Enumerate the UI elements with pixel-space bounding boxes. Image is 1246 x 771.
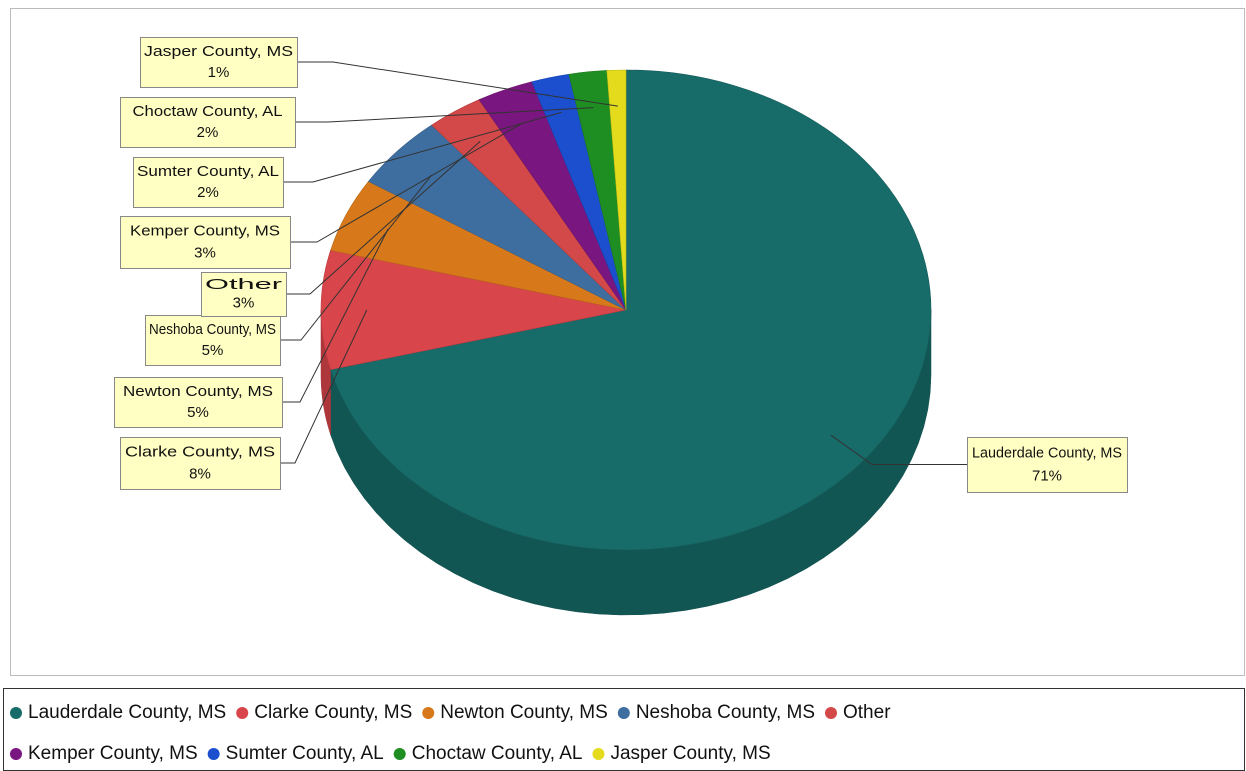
leader-line: [286, 140, 481, 295]
legend-marker: [825, 707, 837, 719]
legend-marker: [393, 748, 406, 760]
label-value: 71%: [1032, 468, 1062, 485]
label-name: Jasper County, MS: [144, 43, 293, 60]
label-value: 2%: [197, 124, 219, 141]
label-value: 2%: [197, 184, 219, 201]
leader-line: [297, 61, 618, 107]
label-name: Newton County, MS: [123, 383, 273, 400]
legend-label: Neshoba County, MS: [636, 702, 815, 723]
leader-line: [830, 434, 967, 465]
legend-label: Newton County, MS: [440, 702, 608, 723]
label-value: 8%: [189, 465, 211, 482]
legend-label: Choctaw County, AL: [412, 743, 583, 764]
label-box: [140, 37, 298, 88]
label-box: [967, 437, 1128, 493]
label-value: 1%: [208, 64, 230, 81]
label-value: 3%: [194, 244, 216, 261]
label-box: [120, 437, 281, 490]
legend-marker: [10, 707, 22, 719]
legend-marker: [422, 707, 435, 719]
label-box: [201, 272, 287, 317]
label-value: 5%: [202, 342, 224, 359]
label-name: Choctaw County, AL: [133, 103, 283, 120]
legend-marker: [592, 748, 605, 760]
label-value: 3%: [233, 295, 255, 312]
legend-label: Other: [843, 702, 891, 723]
label-name: Kemper County, MS: [130, 223, 280, 240]
label-name: Lauderdale County, MS: [972, 444, 1122, 461]
leader-line: [290, 122, 524, 243]
label-name: Neshoba County, MS: [149, 321, 276, 338]
slice: [330, 69, 932, 551]
legend-marker: [236, 707, 249, 719]
legend-label: Clarke County, MS: [254, 702, 412, 723]
legend-marker: [617, 707, 630, 719]
legend-label: Kemper County, MS: [28, 743, 198, 764]
label-box: [133, 157, 284, 208]
legend-label: Jasper County, MS: [610, 743, 770, 764]
slice: [606, 69, 627, 311]
legend-label: Lauderdale County, MS: [28, 702, 226, 723]
label-value: 5%: [187, 404, 209, 421]
leader-line: [295, 107, 594, 123]
leader-line: [282, 228, 389, 403]
label-box: [120, 216, 291, 269]
leader-line: [283, 111, 562, 183]
slice: [320, 249, 627, 371]
legend-marker: [207, 748, 220, 760]
label-box: [114, 377, 283, 428]
label-name: Sumter County, AL: [137, 163, 279, 180]
legend-marker: [10, 748, 22, 760]
label-box: [120, 97, 296, 148]
label-name: Other: [205, 276, 282, 293]
legend-label: Sumter County, AL: [226, 743, 384, 764]
leader-line: [280, 174, 432, 341]
leader-line: [280, 309, 368, 464]
label-box: [145, 315, 281, 366]
label-name: Clarke County, MS: [125, 444, 275, 461]
